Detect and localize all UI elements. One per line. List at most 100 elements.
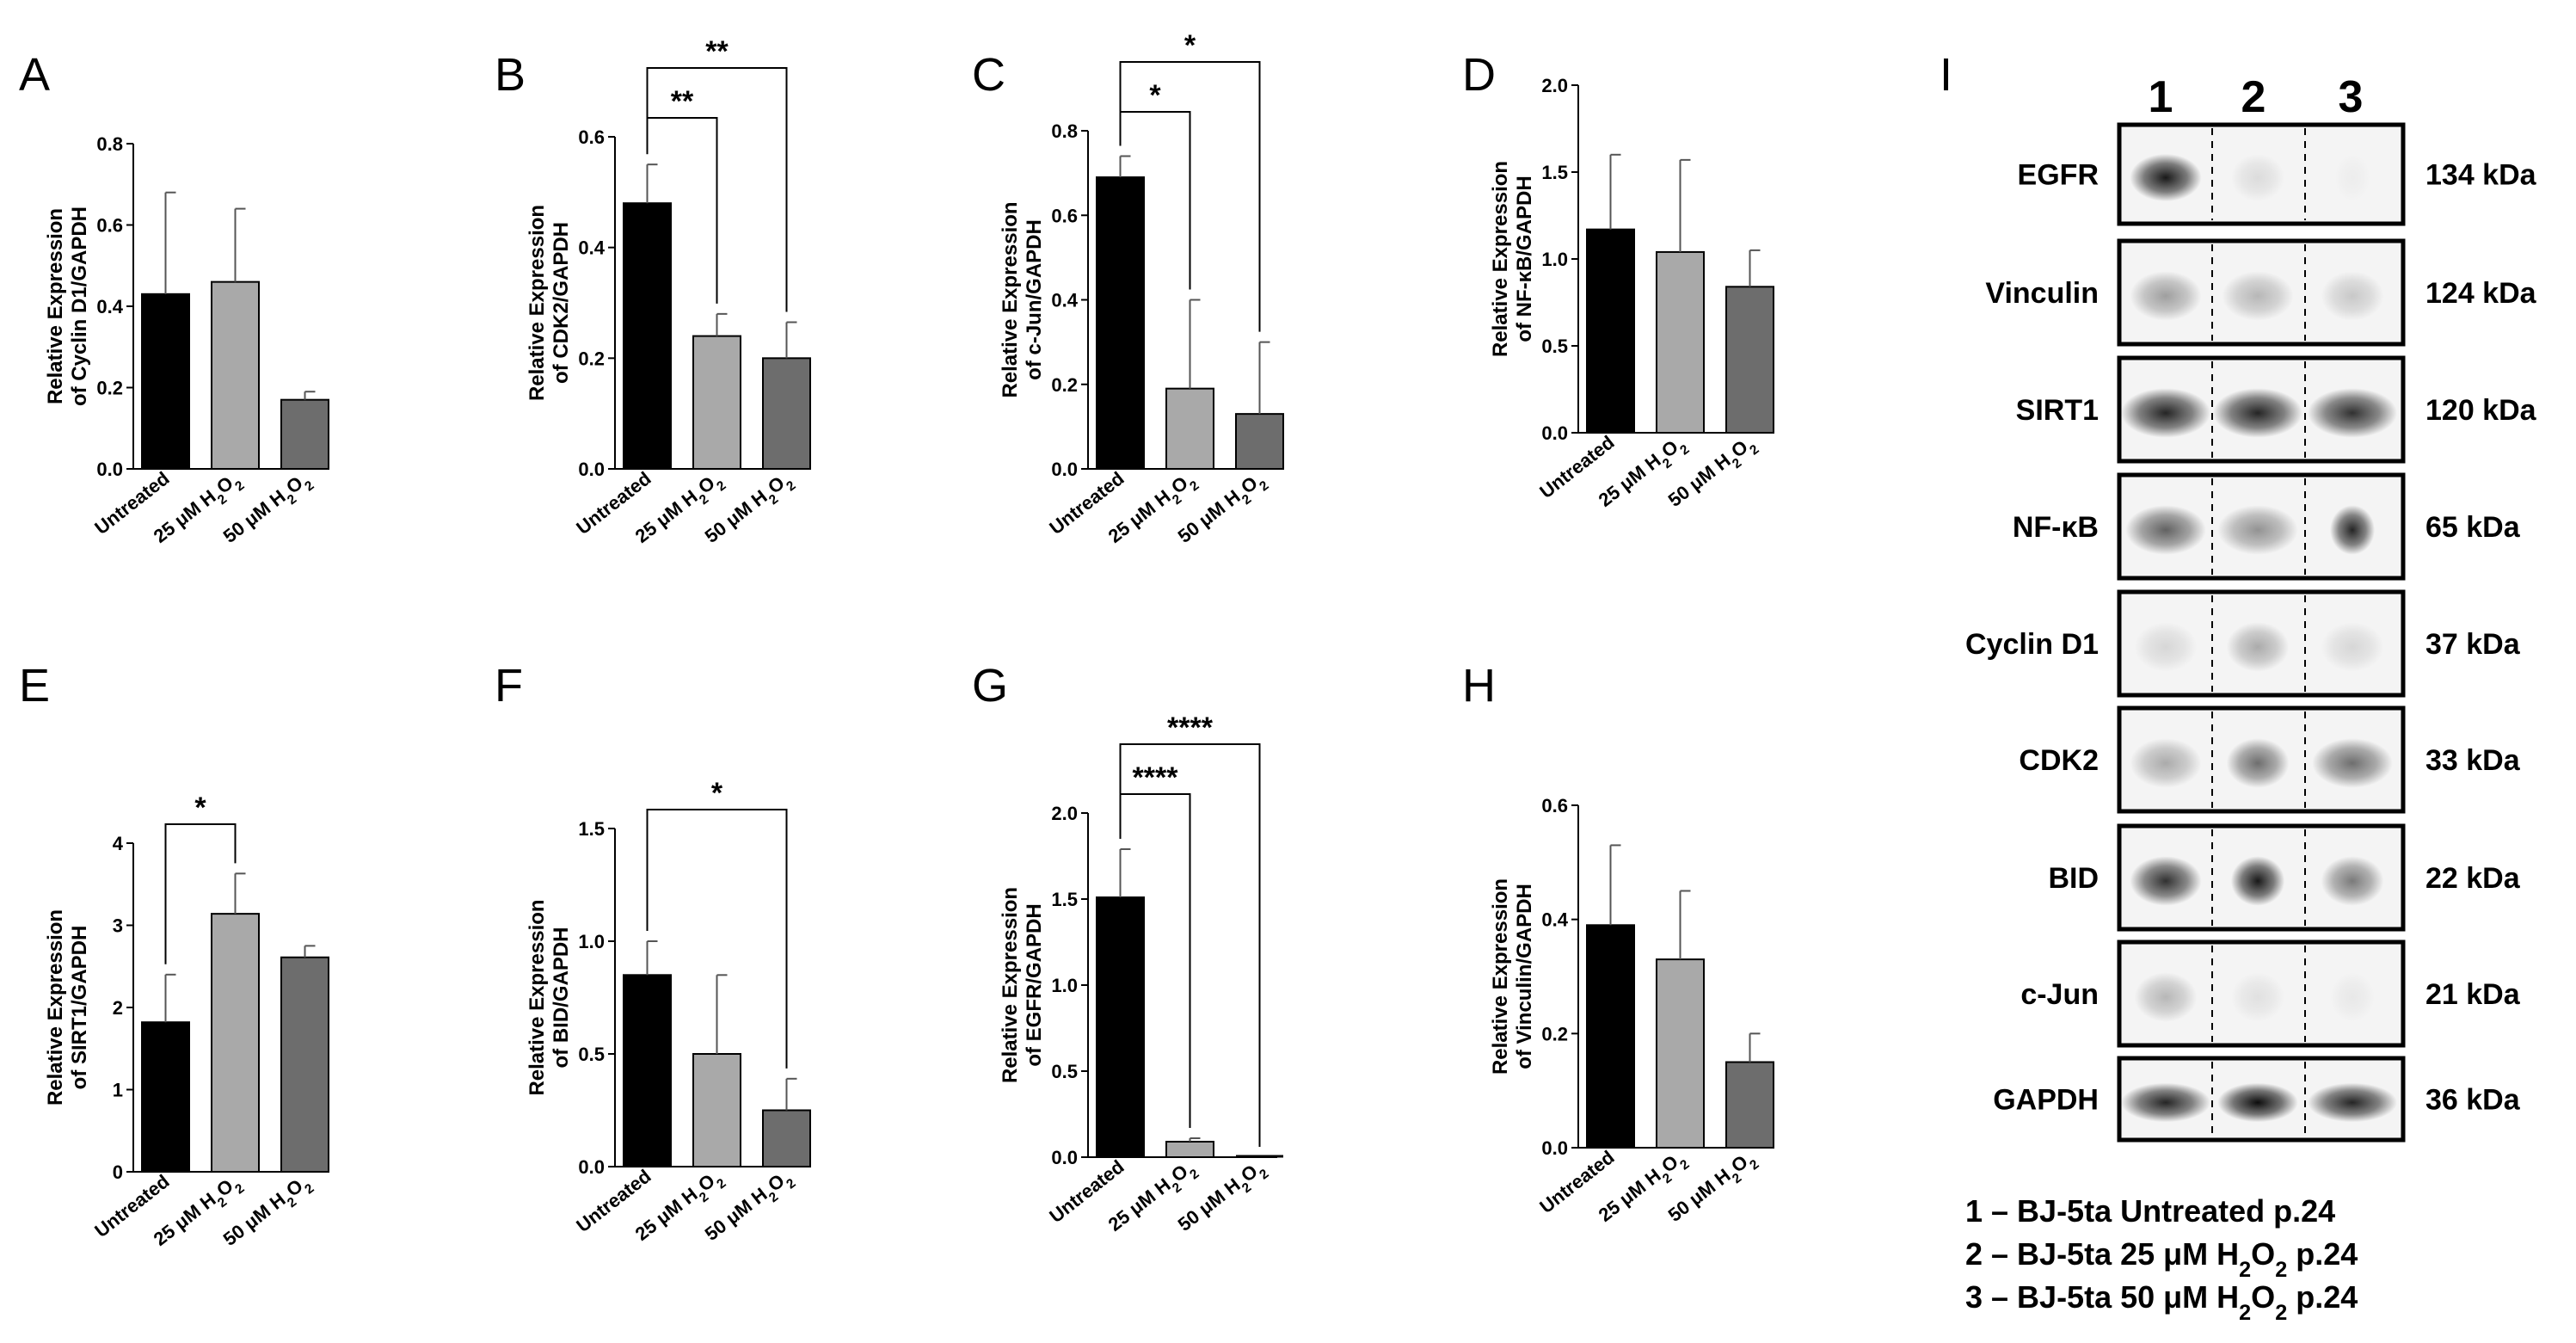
panel-letter: B xyxy=(495,49,526,101)
bar xyxy=(692,1053,741,1167)
band xyxy=(2134,622,2198,672)
band xyxy=(2330,972,2375,1022)
lane-number: 1 xyxy=(2149,72,2173,122)
y-axis-label: Relative Expressionof CDK2/GAPDH xyxy=(526,205,573,401)
protein-label: CDK2 xyxy=(2019,744,2099,777)
significance-label: **** xyxy=(1133,761,1179,794)
y-tick-label: 2 xyxy=(113,997,123,1019)
kda-label: 37 kDa xyxy=(2425,628,2521,661)
bar xyxy=(762,1109,811,1167)
legend-line: 3 – BJ-5ta 50 μM H2O2 p.24 xyxy=(1965,1279,2358,1325)
subscript: 2 xyxy=(232,1180,247,1197)
text-span: Relative Expression xyxy=(999,201,1022,397)
significance-label: * xyxy=(1184,29,1196,62)
kda-label: 65 kDa xyxy=(2425,511,2521,544)
y-tick-label: 2.0 xyxy=(1541,75,1568,96)
text-span: of BID/GAPDH xyxy=(550,927,573,1069)
band xyxy=(2125,505,2206,555)
subscript: 2 xyxy=(1747,1156,1761,1173)
y-tick-label: 1.5 xyxy=(578,818,605,840)
text-span: 1 – BJ-5ta Untreated p.24 xyxy=(1965,1193,2335,1229)
kda-label: 120 kDa xyxy=(2425,394,2537,427)
bar xyxy=(1656,250,1705,434)
band xyxy=(2226,622,2290,672)
subscript: 2 xyxy=(1677,1156,1692,1173)
bar xyxy=(280,956,329,1173)
panel-letter: E xyxy=(19,660,50,712)
y-tick-label: 0.8 xyxy=(96,133,123,155)
protein-label: Cyclin D1 xyxy=(1965,628,2099,661)
y-tick-label: 0.0 xyxy=(578,459,605,480)
band xyxy=(2321,271,2384,321)
bar xyxy=(280,398,329,470)
bar xyxy=(623,974,672,1168)
bar xyxy=(141,1021,190,1173)
bar xyxy=(1656,958,1705,1149)
significance-bracket xyxy=(1119,61,1261,332)
protein-label: NF-κB xyxy=(2013,511,2099,544)
bar xyxy=(211,913,260,1173)
legend-line: 1 – BJ-5ta Untreated p.24 xyxy=(1965,1193,2335,1229)
y-axis-label: Relative Expressionof BID/GAPDH xyxy=(526,899,573,1095)
lane-number: 2 xyxy=(2241,72,2266,122)
kda-label: 134 kDa xyxy=(2425,159,2537,192)
y-tick-label: 0.5 xyxy=(578,1044,605,1065)
band xyxy=(2308,388,2397,438)
y-tick-label: 0.0 xyxy=(578,1156,605,1178)
bar xyxy=(141,293,190,471)
band xyxy=(2226,738,2290,788)
panel-letter: I xyxy=(1940,49,1952,101)
text-span: p.24 xyxy=(2287,1236,2358,1272)
y-tick-label: 0.2 xyxy=(578,348,605,369)
subscript: 2 xyxy=(302,477,317,494)
band xyxy=(2308,1082,2397,1123)
text-span: Relative Expression xyxy=(44,909,67,1106)
text-span: Relative Expression xyxy=(526,899,549,1095)
y-tick-label: 0.0 xyxy=(1051,1147,1078,1168)
bar xyxy=(1096,176,1145,470)
band xyxy=(2222,271,2294,321)
x-category-label: 50 μM H2O2 xyxy=(701,467,798,552)
y-tick-label: 1.0 xyxy=(578,931,605,952)
y-axis-label: Relative Expressionof Cyclin D1/GAPDH xyxy=(44,206,91,406)
band xyxy=(2130,738,2202,788)
panel-letter: F xyxy=(495,660,523,712)
significance-label: * xyxy=(711,777,723,810)
band xyxy=(2312,738,2393,788)
panel-letter: H xyxy=(1462,660,1496,712)
x-category-label: 50 μM H2O2 xyxy=(1664,431,1761,516)
panel-g: G Relative Expressionof EGFR/GAPDH 0.0 0.5 1… xyxy=(972,660,1283,1235)
protein-label: BID xyxy=(2048,862,2099,895)
panel-letter: C xyxy=(972,49,1005,101)
text-span: of Cyclin D1/GAPDH xyxy=(68,206,91,406)
subscript: 2 xyxy=(2275,1258,2287,1282)
text-span: Relative Expression xyxy=(999,887,1022,1083)
text-span: 2 – BJ-5ta 25 μM H xyxy=(1965,1236,2239,1272)
kda-label: 124 kDa xyxy=(2425,277,2537,310)
panel-letter: A xyxy=(19,49,50,101)
band xyxy=(2230,972,2285,1022)
lane-number: 3 xyxy=(2339,72,2364,122)
y-tick-label: 0.2 xyxy=(1051,374,1078,396)
y-tick-label: 0.0 xyxy=(1051,459,1078,480)
blot-row-cdk2: CDK2 33 kDa xyxy=(2019,705,2521,814)
y-tick-label: 0.5 xyxy=(1541,336,1568,357)
bar xyxy=(1096,896,1145,1158)
subscript: 2 xyxy=(714,477,729,494)
blot-row-gapdh: GAPDH 36 kDa xyxy=(1993,1056,2521,1143)
band xyxy=(2121,388,2210,438)
y-tick-label: 0.6 xyxy=(1051,205,1078,226)
panel-d: D Relative Expressionof NF-κB/GAPDH 0.0 0.5… xyxy=(1462,49,1774,516)
bar xyxy=(1725,1061,1774,1149)
bar xyxy=(1586,228,1635,434)
y-tick-label: 0.8 xyxy=(1051,120,1078,142)
y-tick-label: 0.2 xyxy=(96,378,123,399)
significance-label: **** xyxy=(1167,712,1214,744)
protein-label: EGFR xyxy=(2018,159,2099,192)
text-span: 3 – BJ-5ta 50 μM H xyxy=(1965,1279,2239,1315)
y-axis-label: Relative Expressionof SIRT1/GAPDH xyxy=(44,909,91,1106)
significance-bracket xyxy=(1119,743,1261,1147)
bar xyxy=(1725,286,1774,434)
bar xyxy=(1165,1141,1214,1158)
